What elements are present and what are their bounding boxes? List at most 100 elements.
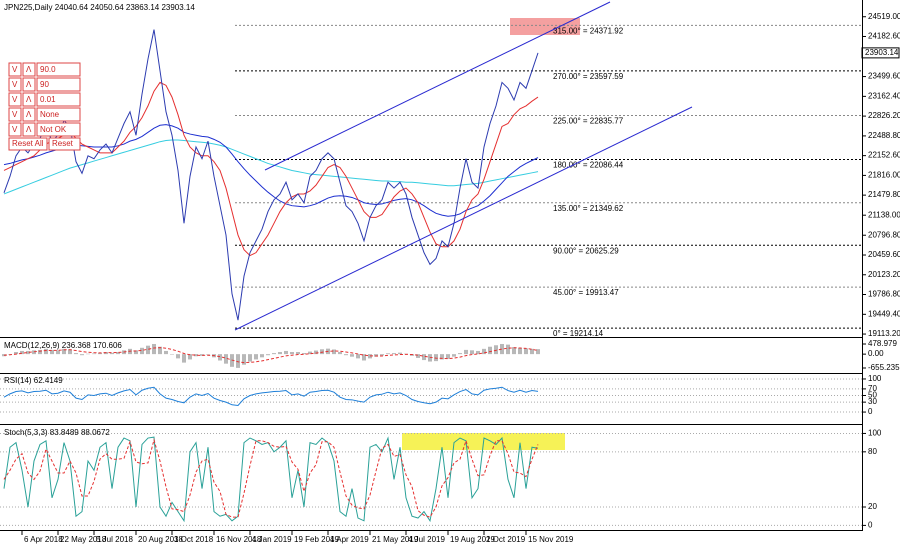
highlight-box xyxy=(510,18,580,35)
histogram-bar xyxy=(362,354,366,361)
reset-button-label[interactable]: Reset xyxy=(52,139,74,148)
y-tick-label: 19449.40 xyxy=(868,309,900,318)
step-button[interactable] xyxy=(8,122,22,137)
value-text: 0.01 xyxy=(40,95,56,104)
plot-layer: 24519.00 24182.60 23499.60 23162.40 22826.20… xyxy=(0,3,900,544)
histogram-bar xyxy=(206,354,210,355)
histogram-bar xyxy=(434,354,438,362)
y-tick-label: 0 xyxy=(868,407,873,416)
value-text: None xyxy=(40,110,60,119)
histogram-bar xyxy=(398,352,402,355)
histogram-bar xyxy=(140,347,144,355)
step-button-label[interactable]: Λ xyxy=(26,80,32,89)
step-button[interactable] xyxy=(22,122,36,137)
reset-button[interactable] xyxy=(8,137,48,151)
y-tick-label: 100 xyxy=(868,374,882,383)
histogram-bar xyxy=(260,354,264,358)
y-tick-label: 21138.00 xyxy=(868,210,900,219)
step-button-label[interactable]: Λ xyxy=(26,125,32,134)
histogram-bar xyxy=(386,353,390,355)
step-button-label[interactable]: V xyxy=(12,80,18,89)
histogram-bar xyxy=(236,354,240,368)
channel-line xyxy=(264,1,611,171)
histogram-bar xyxy=(350,354,354,357)
y-tick-label: 30 xyxy=(868,397,877,406)
histogram-bar xyxy=(458,353,462,355)
histogram-bar xyxy=(506,344,510,355)
level-label: 0° = 19214.14 xyxy=(553,329,604,338)
histogram-bar xyxy=(428,354,432,362)
step-button[interactable] xyxy=(22,77,36,92)
histogram-bar xyxy=(38,349,42,355)
x-tick-label: 22 May 2018 xyxy=(60,535,107,544)
histogram-bar xyxy=(518,347,522,355)
histogram-bar xyxy=(536,349,540,355)
histogram-bar xyxy=(266,354,270,356)
step-button[interactable] xyxy=(22,62,36,77)
step-button-label[interactable]: V xyxy=(12,110,18,119)
reset-button-label[interactable]: Reset All xyxy=(12,139,44,148)
histogram-bar xyxy=(290,352,294,355)
y-tick-label: 21479.80 xyxy=(868,190,900,199)
histogram-bar xyxy=(416,354,420,358)
histogram-bar xyxy=(176,354,180,359)
step-button[interactable] xyxy=(8,92,22,107)
panel-title: RSI(14) 62.4149 xyxy=(4,376,63,385)
y-tick-label: 24519.00 xyxy=(868,12,900,21)
histogram-bar xyxy=(464,349,468,355)
level-label: 90.00° = 20625.29 xyxy=(553,246,619,255)
histogram-bar xyxy=(26,350,30,355)
histogram-bar xyxy=(500,343,504,355)
histogram-bar xyxy=(86,353,90,355)
histogram-bar xyxy=(452,354,456,357)
x-tick-label: 15 Nov 2019 xyxy=(528,535,574,544)
step-button-label[interactable]: V xyxy=(12,65,18,74)
step-button-label[interactable]: Λ xyxy=(26,95,32,104)
histogram-bar xyxy=(20,350,24,355)
y-tick-label: 478.979 xyxy=(868,339,897,348)
y-tick-label: 22152.60 xyxy=(868,151,900,160)
x-tick-label: 4 Jan 2019 xyxy=(252,535,292,544)
histogram-bar xyxy=(56,350,60,355)
signal-line xyxy=(3,347,539,364)
step-button[interactable] xyxy=(8,107,22,122)
x-tick-label: 19 Aug 2019 xyxy=(450,535,495,544)
histogram-bar xyxy=(392,353,396,355)
histogram-bar xyxy=(14,352,18,355)
histogram-bar xyxy=(44,348,48,355)
histogram-bar xyxy=(446,354,450,359)
histogram-bar xyxy=(218,354,222,361)
y-tick-label: 80 xyxy=(868,447,877,456)
y-tick-label: 70 xyxy=(868,384,877,393)
y-tick-label: 21816.00 xyxy=(868,171,900,180)
histogram-bar xyxy=(92,353,96,355)
value-field xyxy=(36,77,81,92)
step-button[interactable] xyxy=(22,107,36,122)
y-tick-label: 20459.60 xyxy=(868,250,900,259)
reset-button[interactable] xyxy=(48,137,81,151)
step-button-label[interactable]: Λ xyxy=(26,65,32,74)
histogram-bar xyxy=(494,345,498,355)
y-tick-label: 22826.20 xyxy=(868,111,900,120)
step-button[interactable] xyxy=(22,92,36,107)
histogram-bar xyxy=(170,354,174,355)
step-button-label[interactable]: V xyxy=(12,125,18,134)
y-tick-label: 100 xyxy=(868,429,882,438)
step-button-label[interactable]: V xyxy=(12,95,18,104)
histogram-bar xyxy=(200,354,204,356)
value-text: 90.0 xyxy=(40,65,56,74)
step-button[interactable] xyxy=(8,77,22,92)
histogram-bar xyxy=(356,354,360,359)
step-button[interactable] xyxy=(8,62,22,77)
series-line xyxy=(3,139,539,195)
panel-title: MACD(12,26,9) 236.368 170.606 xyxy=(4,341,122,350)
series-line xyxy=(3,29,539,321)
level-label: 225.00° = 22835.77 xyxy=(553,117,624,126)
histogram-bar xyxy=(224,354,228,364)
step-button-label[interactable]: Λ xyxy=(26,110,32,119)
histogram-bar xyxy=(344,354,348,356)
x-tick-label: 3 Oct 2018 xyxy=(174,535,214,544)
channel-line xyxy=(234,106,693,331)
